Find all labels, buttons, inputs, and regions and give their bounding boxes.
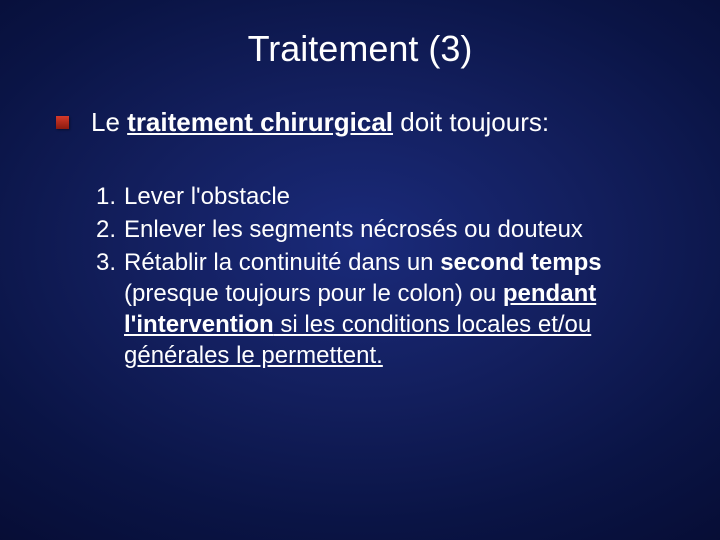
intro-row: Le traitement chirurgical doit toujours: [0,106,720,139]
list-text: Lever l'obstacle [124,181,680,212]
list-item: 2. Enlever les segments nécrosés ou dout… [96,214,680,245]
intro-key-phrase: traitement chirurgical [127,107,393,137]
list-item: 1. Lever l'obstacle [96,181,680,212]
slide: Traitement (3) Le traitement chirurgical… [0,0,720,540]
intro-post: doit toujours: [393,107,549,137]
list-text: Enlever les segments nécrosés ou douteux [124,214,680,245]
item3-seg2: (presque toujours pour le colon) ou [124,280,503,307]
list-text: Rétablir la continuité dans un second te… [124,247,680,372]
slide-title-container: Traitement (3) [0,0,720,106]
intro-pre: Le [91,107,127,137]
slide-title: Traitement (3) [248,28,473,69]
bullet-icon [56,116,69,129]
item3-bold1: second temps [440,249,601,276]
list-number: 3. [96,247,124,278]
intro-text: Le traitement chirurgical doit toujours: [91,106,549,139]
numbered-list: 1. Lever l'obstacle 2. Enlever les segme… [0,181,720,372]
item3-seg1: Rétablir la continuité dans un [124,249,440,276]
list-number: 2. [96,214,124,245]
list-item: 3. Rétablir la continuité dans un second… [96,247,680,372]
list-number: 1. [96,181,124,212]
